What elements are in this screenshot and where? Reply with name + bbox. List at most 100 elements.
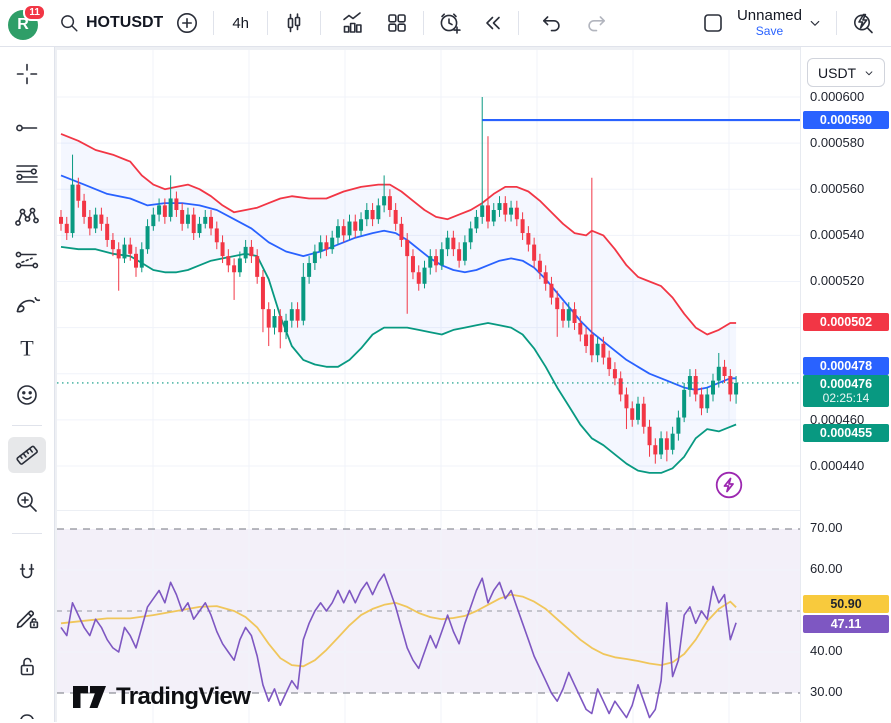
- bar-replay-button[interactable]: [474, 5, 510, 41]
- brush-icon: [13, 290, 41, 318]
- tradingview-logo-text: TradingView: [116, 683, 251, 710]
- price-axis-badge: 0.000476 02:25:14: [803, 375, 889, 408]
- rsi-axis-label: 30.00: [810, 684, 843, 699]
- tool-zoom-in[interactable]: [8, 484, 46, 520]
- candlestick-style-icon: [282, 11, 306, 35]
- quick-search-button[interactable]: [845, 5, 881, 41]
- lightning-search-icon: [850, 10, 876, 36]
- toolbar-divider: [267, 11, 269, 35]
- price-axis-badge: 0.000590: [803, 110, 889, 129]
- toolbar-divider: [12, 424, 42, 426]
- xabcd-pattern-icon: [13, 203, 41, 231]
- indicators-icon: [340, 10, 366, 36]
- price-axis-label: 0.000520: [810, 273, 865, 289]
- tool-xabcd-pattern[interactable]: [8, 198, 46, 234]
- layout-grid-button[interactable]: [379, 5, 415, 41]
- tool-emoji[interactable]: [8, 376, 46, 412]
- ruler-icon: [13, 441, 41, 469]
- price-axis-label: 0.000600: [810, 89, 865, 104]
- indicators-button[interactable]: [335, 5, 371, 41]
- price-axis-label: 0.000460: [810, 411, 865, 427]
- notification-badge: 11: [23, 4, 46, 21]
- tradingview-logo-icon: [73, 686, 107, 708]
- tool-trend-line[interactable]: [8, 109, 46, 145]
- fib-retracement-icon: [13, 159, 41, 187]
- toolbar-divider: [518, 11, 520, 35]
- eye-partial-icon: [13, 699, 41, 720]
- undo-icon: [538, 10, 564, 36]
- create-alert-button[interactable]: [432, 5, 468, 41]
- tool-brush[interactable]: [8, 285, 46, 321]
- toolbar-divider: [213, 11, 215, 35]
- save-link[interactable]: Save: [755, 23, 784, 38]
- layout-name: Unnamed: [736, 7, 802, 25]
- add-symbol-button[interactable]: [169, 5, 205, 41]
- toolbar-divider: [12, 532, 42, 534]
- rsi-axis-label: 60.00: [810, 561, 843, 576]
- rsi-axis-label: 70.00: [810, 520, 843, 535]
- user-menu[interactable]: R 11: [8, 4, 46, 40]
- top-toolbar: R 11 HOTUSDT 4h: [0, 0, 891, 47]
- tool-projection[interactable]: [8, 242, 46, 278]
- pencil-lock-icon: [13, 604, 41, 632]
- chart-style-button[interactable]: [276, 5, 312, 41]
- chart-region: USDT 0.000600 0.000580 0.000560 0.000540 0.0…: [55, 47, 891, 723]
- text-tool-icon: T: [13, 334, 41, 362]
- tool-magnet[interactable]: [8, 556, 46, 592]
- price-axis-label: 0.000560: [810, 181, 865, 197]
- redo-icon: [584, 10, 610, 36]
- chevron-down-icon: [806, 14, 824, 32]
- emoji-icon: [13, 381, 41, 409]
- tool-measure[interactable]: [8, 436, 46, 474]
- zoom-in-icon: [13, 488, 41, 516]
- price-axis-label: 0.000540: [810, 227, 865, 243]
- price-axis-label: 0.000580: [810, 135, 865, 151]
- undo-button[interactable]: [533, 5, 569, 41]
- layout-square-icon: [700, 10, 726, 36]
- toolbar-divider: [320, 11, 322, 35]
- tool-text[interactable]: T: [8, 330, 46, 366]
- layout-select-button[interactable]: [695, 5, 731, 41]
- grid-layout-icon: [385, 11, 409, 35]
- toolbar-divider: [836, 11, 837, 35]
- price-pane-canvas[interactable]: [57, 50, 800, 510]
- currency-selector[interactable]: USDT: [807, 58, 885, 87]
- price-axis-badge: 0.000455: [803, 423, 889, 442]
- price-axis-badge: 0.000502: [803, 313, 889, 332]
- magnet-icon: [13, 560, 41, 588]
- tool-fib-retracement[interactable]: [8, 155, 46, 191]
- lock-open-icon: [13, 653, 41, 681]
- drawing-toolbar: T: [0, 47, 55, 722]
- interval-button[interactable]: 4h: [222, 5, 259, 41]
- tool-lock-all[interactable]: [8, 649, 46, 685]
- plus-circle-icon: [174, 10, 200, 36]
- layout-dropdown-button[interactable]: [802, 5, 828, 41]
- currency-label: USDT: [818, 64, 857, 81]
- tool-crosshair[interactable]: [8, 56, 46, 92]
- symbol-label: HOTUSDT: [86, 14, 164, 31]
- rsi-axis-badge: 50.90: [803, 594, 889, 613]
- symbol-search-button[interactable]: HOTUSDT: [58, 5, 163, 41]
- search-icon: [58, 12, 80, 34]
- redo-button[interactable]: [579, 5, 615, 41]
- tool-drawing-lock[interactable]: [8, 600, 46, 636]
- chevron-down-icon: [862, 66, 876, 80]
- price-scale-axis[interactable]: USDT 0.000600 0.000580 0.000560 0.000540 0.0…: [800, 47, 891, 722]
- projection-icon: [13, 246, 41, 274]
- trend-line-icon: [13, 114, 41, 142]
- layout-name-group[interactable]: Unnamed Save: [737, 8, 802, 38]
- alert-clock-plus-icon: [437, 10, 463, 36]
- price-axis-label: 0.000440: [810, 457, 865, 473]
- rsi-axis-badge: 47.11: [803, 615, 889, 634]
- toolbar-divider: [423, 11, 425, 35]
- tool-hide-drawings[interactable]: [8, 697, 46, 722]
- price-axis-badge: 0.000478: [803, 356, 889, 375]
- crosshair-icon: [13, 60, 41, 88]
- svg-text:T: T: [20, 336, 34, 361]
- rsi-pane-canvas[interactable]: [57, 510, 800, 723]
- rsi-axis-label: 40.00: [810, 643, 843, 658]
- lightning-quick-trade-button[interactable]: [714, 470, 744, 500]
- replay-rewind-icon: [480, 11, 504, 35]
- tradingview-watermark[interactable]: TradingView: [73, 683, 251, 711]
- lightning-bolt-icon: [714, 470, 744, 500]
